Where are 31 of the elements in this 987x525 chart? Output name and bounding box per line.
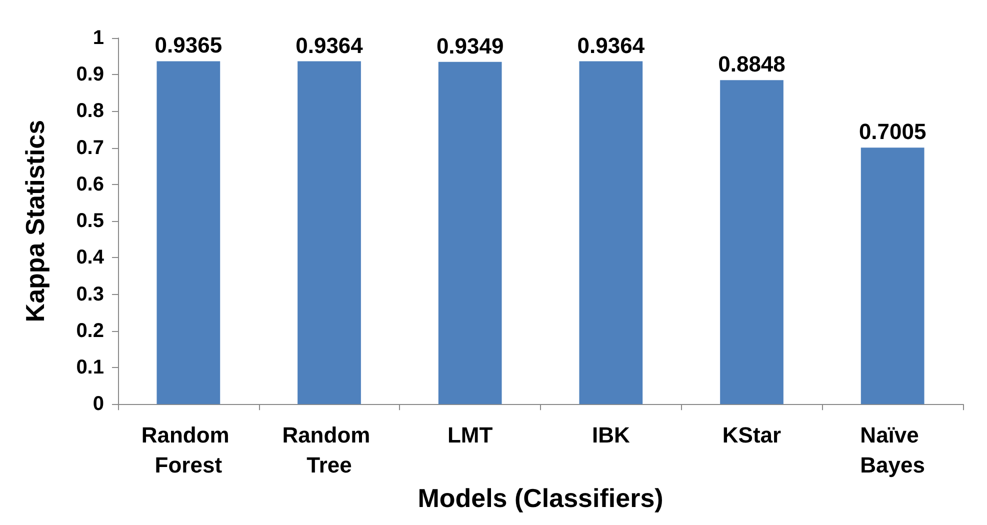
x-tick-label: KStar [722, 422, 782, 448]
y-axis-title: Kappa Statistics [20, 120, 50, 322]
data-label: 0.7005 [858, 119, 926, 144]
bar [860, 148, 924, 404]
bar [156, 61, 220, 404]
y-tick-label: 0.8 [76, 100, 104, 122]
x-tick-label: Random Tree [282, 422, 376, 478]
bar [579, 61, 643, 404]
data-label: 0.8848 [718, 52, 786, 77]
x-tick-label: Random Forest [141, 422, 236, 478]
data-label: 0.9364 [296, 32, 364, 58]
y-tick-label: 0 [92, 393, 104, 416]
data-label: 0.9364 [577, 32, 646, 58]
x-tick-label: LMT [447, 422, 494, 448]
y-tick-label: 1 [92, 27, 104, 49]
y-tick-label: 0.3 [76, 283, 104, 306]
bar [438, 62, 502, 404]
y-tick-label: 0.4 [76, 246, 105, 269]
y-tick-label: 0.5 [76, 210, 104, 232]
y-tick-label: 0.7 [76, 136, 104, 159]
y-tick-label: 0.1 [76, 356, 104, 378]
data-label: 0.9349 [436, 33, 504, 58]
x-tick-label: Naïve Bayes [860, 422, 926, 478]
y-tick-label: 0.6 [76, 173, 104, 196]
bar [720, 80, 784, 404]
y-tick-label: 0.9 [76, 64, 104, 86]
data-label: 0.9365 [154, 32, 222, 58]
bar [298, 61, 361, 404]
x-tick-label: IBK [592, 422, 630, 448]
x-axis-title: Models (Classifiers) [418, 483, 664, 513]
y-tick-label: 0.2 [76, 320, 104, 342]
